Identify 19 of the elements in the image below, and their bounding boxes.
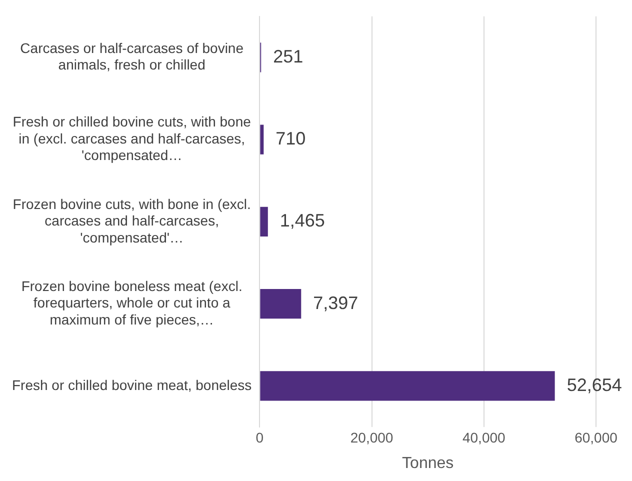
bar — [260, 124, 264, 154]
y-tick-label: Frozen bovine cuts, with bone in (excl. carcases and half-carcases, 'compensated'… — [12, 196, 251, 246]
data-label: 52,654 — [566, 374, 622, 395]
bar — [260, 289, 302, 319]
y-tick-label: Carcases or half-carcases of bovine animals, fresh or chilled — [20, 40, 244, 73]
bar — [260, 371, 555, 401]
x-tick-label: 60,000 — [574, 429, 618, 446]
data-label: 1,465 — [280, 210, 325, 231]
x-tick-label: 20,000 — [350, 429, 394, 446]
y-tick-label: Fresh or chilled bovine cuts, with bone in (excl. carcases and half-carcases, 'compensated… — [12, 114, 252, 164]
x-tick-label: 40,000 — [462, 429, 506, 446]
data-label: 710 — [276, 128, 306, 149]
bar — [260, 206, 268, 236]
y-tick-label: Frozen bovine boneless meat (excl. forequarters, whole or cut into a maximum of five pieces,… — [21, 278, 242, 328]
x-axis-title: Tonnes — [402, 454, 454, 472]
y-tick-label: Fresh or chilled bovine meat, boneless — [12, 376, 252, 393]
x-tick-label: 0 — [256, 429, 264, 446]
data-label: 7,397 — [313, 292, 358, 313]
data-label: 251 — [273, 46, 304, 66]
